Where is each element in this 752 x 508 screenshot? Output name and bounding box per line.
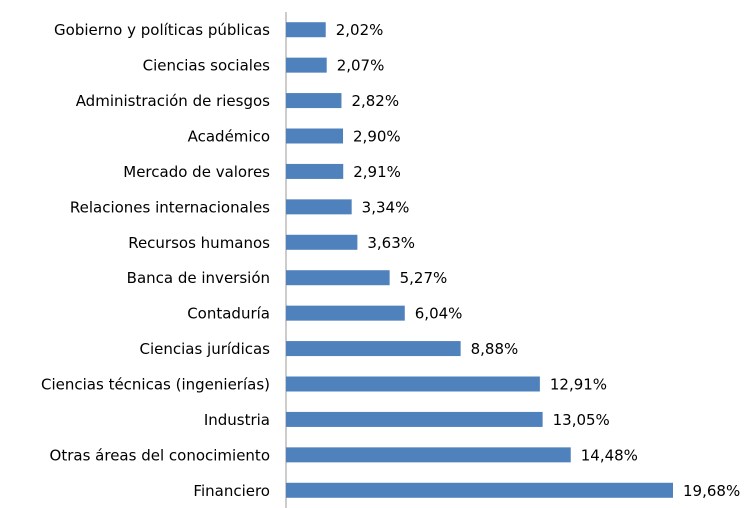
value-label: 19,68% (683, 482, 740, 500)
category-label: Académico (188, 128, 270, 146)
bar (286, 376, 540, 392)
value-label: 12,91% (550, 376, 607, 394)
category-label: Financiero (193, 482, 270, 500)
category-label: Ciencias técnicas (ingenierías) (41, 376, 270, 394)
value-label: 13,05% (553, 411, 610, 429)
category-label: Administración de riesgos (76, 92, 270, 110)
category-label: Ciencias sociales (143, 57, 271, 75)
bar (286, 305, 405, 321)
bar (286, 57, 327, 73)
value-label: 2,91% (353, 163, 401, 181)
bar (286, 163, 344, 179)
value-label: 2,82% (351, 92, 399, 110)
category-label: Contaduría (187, 305, 270, 323)
bar (286, 22, 326, 38)
value-label: 2,02% (336, 21, 384, 39)
value-label: 6,04% (415, 305, 463, 323)
category-label: Recursos humanos (128, 234, 270, 252)
value-label: 2,90% (353, 128, 401, 146)
category-label: Banca de inversión (127, 269, 270, 287)
bar (286, 199, 352, 215)
value-label: 2,07% (337, 57, 385, 75)
value-label: 8,88% (471, 340, 519, 358)
category-label: Ciencias jurídicas (139, 340, 270, 358)
bar (286, 482, 673, 498)
category-label: Industria (204, 411, 270, 429)
bar (286, 93, 342, 109)
bar (286, 234, 358, 250)
bar (286, 128, 344, 144)
bar (286, 270, 390, 286)
bar (286, 341, 461, 357)
category-label: Relaciones internacionales (70, 198, 270, 216)
bar (286, 411, 543, 427)
category-label: Mercado de valores (123, 163, 270, 181)
value-label: 3,34% (362, 198, 410, 216)
category-label: Otras áreas del conocimiento (50, 446, 270, 464)
value-label: 5,27% (400, 269, 448, 287)
category-label: Gobierno y políticas públicas (54, 21, 270, 39)
value-label: 3,63% (367, 234, 415, 252)
bar (286, 447, 571, 463)
value-label: 14,48% (581, 446, 638, 464)
